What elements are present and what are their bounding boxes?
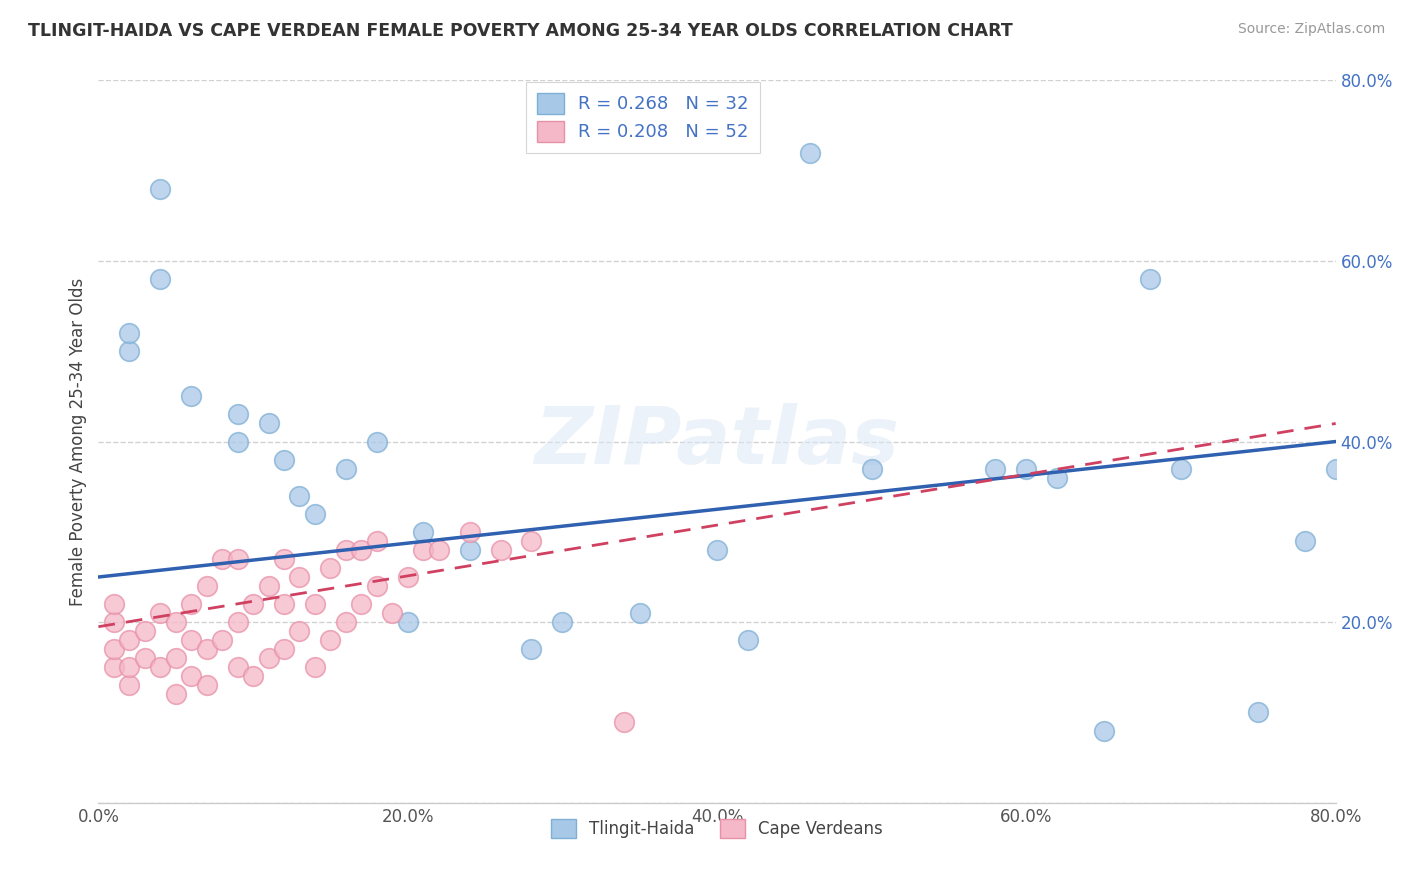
Point	[319, 561, 342, 575]
Point	[149, 660, 172, 674]
Point	[180, 389, 202, 403]
Point	[304, 597, 326, 611]
Point	[304, 660, 326, 674]
Point	[118, 660, 141, 674]
Point	[366, 434, 388, 449]
Point	[1324, 461, 1347, 475]
Point	[860, 461, 883, 475]
Point	[180, 597, 202, 611]
Point	[350, 597, 373, 611]
Point	[304, 507, 326, 521]
Point	[134, 651, 156, 665]
Point	[412, 542, 434, 557]
Point	[180, 669, 202, 683]
Point	[1046, 471, 1069, 485]
Point	[149, 272, 172, 286]
Point	[165, 615, 187, 630]
Point	[551, 615, 574, 630]
Point	[396, 615, 419, 630]
Point	[350, 542, 373, 557]
Point	[319, 633, 342, 648]
Point	[737, 633, 759, 648]
Point	[118, 326, 141, 340]
Point	[118, 633, 141, 648]
Point	[165, 651, 187, 665]
Point	[257, 651, 280, 665]
Point	[706, 542, 728, 557]
Point	[226, 434, 249, 449]
Point	[180, 633, 202, 648]
Point	[520, 642, 543, 657]
Point	[226, 552, 249, 566]
Point	[799, 145, 821, 160]
Point	[1139, 272, 1161, 286]
Point	[273, 552, 295, 566]
Point	[195, 642, 218, 657]
Point	[396, 570, 419, 584]
Point	[458, 524, 481, 539]
Point	[242, 597, 264, 611]
Text: Source: ZipAtlas.com: Source: ZipAtlas.com	[1237, 22, 1385, 37]
Point	[226, 660, 249, 674]
Point	[211, 633, 233, 648]
Point	[195, 678, 218, 692]
Point	[427, 542, 450, 557]
Point	[288, 570, 311, 584]
Point	[149, 182, 172, 196]
Point	[458, 542, 481, 557]
Point	[257, 417, 280, 431]
Point	[335, 461, 357, 475]
Point	[226, 615, 249, 630]
Legend: Tlingit-Haida, Cape Verdeans: Tlingit-Haida, Cape Verdeans	[544, 813, 890, 845]
Point	[103, 597, 125, 611]
Point	[273, 452, 295, 467]
Text: ZIPatlas: ZIPatlas	[534, 402, 900, 481]
Point	[273, 642, 295, 657]
Point	[134, 624, 156, 639]
Point	[118, 344, 141, 359]
Point	[242, 669, 264, 683]
Point	[103, 642, 125, 657]
Point	[1170, 461, 1192, 475]
Point	[613, 714, 636, 729]
Point	[366, 533, 388, 548]
Point	[149, 606, 172, 620]
Point	[103, 615, 125, 630]
Point	[118, 678, 141, 692]
Point	[984, 461, 1007, 475]
Point	[165, 687, 187, 701]
Point	[335, 615, 357, 630]
Point	[211, 552, 233, 566]
Point	[273, 597, 295, 611]
Point	[1247, 706, 1270, 720]
Point	[628, 606, 651, 620]
Point	[1294, 533, 1316, 548]
Point	[226, 408, 249, 422]
Point	[195, 579, 218, 593]
Text: TLINGIT-HAIDA VS CAPE VERDEAN FEMALE POVERTY AMONG 25-34 YEAR OLDS CORRELATION C: TLINGIT-HAIDA VS CAPE VERDEAN FEMALE POV…	[28, 22, 1012, 40]
Point	[288, 624, 311, 639]
Point	[381, 606, 404, 620]
Point	[489, 542, 512, 557]
Point	[520, 533, 543, 548]
Point	[366, 579, 388, 593]
Y-axis label: Female Poverty Among 25-34 Year Olds: Female Poverty Among 25-34 Year Olds	[69, 277, 87, 606]
Point	[1015, 461, 1038, 475]
Point	[412, 524, 434, 539]
Point	[335, 542, 357, 557]
Point	[103, 660, 125, 674]
Point	[288, 489, 311, 503]
Point	[1092, 723, 1115, 738]
Point	[257, 579, 280, 593]
